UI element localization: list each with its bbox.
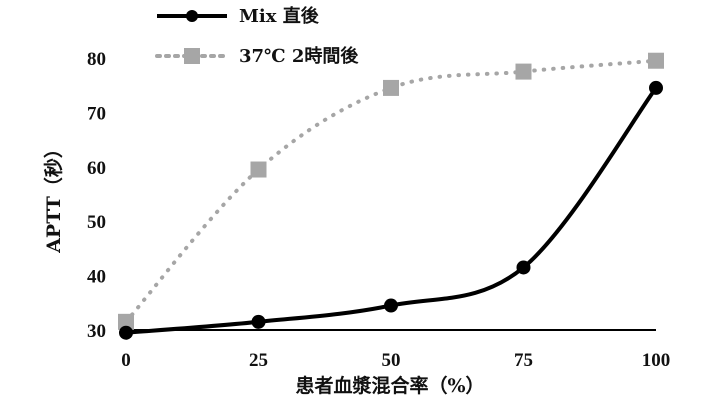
legend-label-37c: 37℃ 2時間後 (239, 45, 359, 67)
y-tick-label: 60 (87, 158, 106, 179)
x-axis-title: 患者血漿混合率（%） (295, 374, 484, 397)
x-tick-label: 25 (249, 350, 268, 371)
data-point (251, 314, 266, 329)
legend-marker-37c (184, 48, 200, 64)
series-1 (118, 52, 664, 330)
data-point (119, 325, 133, 340)
y-tick-label: 40 (87, 267, 106, 288)
legend: Mix 直後 37℃ 2時間後 (155, 5, 359, 67)
data-point (649, 80, 663, 95)
data-point (383, 79, 399, 96)
x-tick-label: 0 (121, 350, 131, 371)
series-layer (118, 52, 664, 340)
data-point (384, 298, 398, 313)
y-tick-labels: 30 40 50 60 70 80 (87, 49, 106, 342)
x-tick-label: 50 (382, 350, 401, 371)
data-point (515, 63, 532, 80)
series-line (125, 86, 658, 335)
y-axis-title: APTT（秒） (42, 139, 65, 254)
y-tick-label: 50 (87, 212, 106, 233)
data-point (118, 313, 134, 330)
legend-marker-mix (186, 10, 198, 22)
legend-label-mix: Mix 直後 (239, 5, 320, 27)
y-tick-label: 30 (87, 321, 106, 342)
series-0 (119, 80, 663, 340)
data-point (516, 260, 531, 275)
x-tick-label: 75 (514, 350, 533, 371)
x-tick-label: 100 (642, 350, 671, 371)
series-line (124, 58, 658, 324)
data-point (648, 52, 664, 69)
x-tick-labels: 0 25 50 75 100 (121, 350, 670, 371)
data-point (250, 161, 267, 178)
y-tick-label: 70 (87, 103, 106, 124)
y-tick-label: 80 (87, 49, 106, 70)
